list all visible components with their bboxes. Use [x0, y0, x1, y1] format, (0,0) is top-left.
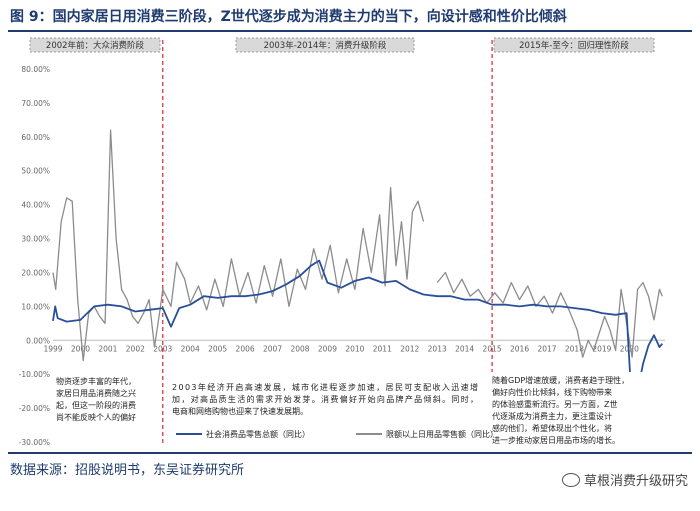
annotation-2-line-3: 电商和网络购物也迎来了快速发展期。	[172, 406, 308, 416]
x-tick-label: 2011	[373, 344, 392, 353]
annotation-3-line-4: 代逐渐成为消费主力，更注重设计	[492, 411, 612, 421]
series-lines	[52, 129, 663, 411]
annotation-3-line-1: 随着GDP增速放缓，消费者趋于理性，	[492, 375, 629, 385]
annotation-1-line-3: 起，但这一阶段的消费	[56, 400, 136, 410]
annotation-1-box	[52, 372, 156, 422]
y-tick-label: 60.00%	[21, 133, 50, 142]
annotation-3-line-2: 偏好向性价比倾斜，线下购物带来	[492, 387, 612, 397]
wechat-icon	[561, 473, 580, 487]
series-line-retail	[52, 259, 663, 411]
stage-box-1	[29, 37, 161, 53]
y-tick-label: -10.00%	[19, 370, 50, 379]
stage-box-2	[235, 37, 415, 53]
annotation-1-line-1: 物资逐步丰富的年代，	[56, 376, 136, 386]
x-tick-label: 2016	[510, 344, 529, 353]
series-line-household	[436, 271, 663, 358]
x-tick-label: 2017	[537, 344, 556, 353]
y-tick-label: 50.00%	[21, 167, 50, 176]
annotation-3-line-5: 感的他们，希望体现出个性化，将	[492, 423, 612, 433]
x-tick-label: 2014	[455, 344, 474, 353]
x-tick-label: 2000	[71, 344, 90, 353]
stage-label-2: 2003年-2014年：消费升级阶段	[264, 40, 387, 51]
annotation-3-box	[490, 372, 650, 446]
annotation-3-line-6: 进一步推动家居日用品市场的增长。	[492, 435, 620, 445]
x-tick-label: 2006	[236, 344, 255, 353]
watermark: 草根消费升级研究	[561, 470, 688, 489]
x-tick-label: 2002	[126, 344, 145, 353]
annotation-1-line-2: 家居日用品消费随之兴	[56, 388, 136, 398]
annotation-1-line-4: 尚不能反映个人的偏好	[56, 412, 136, 422]
legend-label-household: 限额以上日用品零售额（同比）	[386, 429, 498, 439]
annotation-3-line-3: 的体验感重新流行。另一方面，Z世	[492, 399, 617, 409]
x-tick-label: 2009	[318, 344, 337, 353]
x-tick-label: 2010	[345, 344, 364, 353]
annotation-stage-1: 物资逐步丰富的年代， 家居日用品消费随之兴 起，但这一阶段的消费 尚不能反映个人…	[52, 372, 156, 422]
legend-label-retail: 社会消费品零售总额（同比）	[206, 429, 310, 439]
x-tick-label: 2008	[290, 344, 309, 353]
y-tick-label: 20.00%	[21, 268, 50, 277]
x-tick-label: 2018	[565, 344, 584, 353]
annotation-2-line-2: 加，对高品质生活的需求开始发芽。消费偏好开始向品牌产品倾斜。同时，	[172, 394, 478, 404]
stage-label-1: 2002年前：大众消费阶段	[46, 40, 145, 51]
y-tick-label: 70.00%	[21, 99, 50, 108]
y-tick-label: 80.00%	[21, 65, 50, 74]
footer-divider	[8, 452, 692, 454]
y-tick-label: -20.00%	[19, 404, 50, 413]
annotation-2-box	[170, 378, 480, 418]
stage-label-3: 2015年-至今：回归理性阶段	[519, 40, 629, 51]
annotation-stage-3: 随着GDP增速放缓，消费者趋于理性， 偏好向性价比倾斜，线下购物带来 的体验感重…	[490, 372, 650, 446]
watermark-text: 草根消费升级研究	[583, 474, 688, 489]
y-tick-label: 40.00%	[21, 201, 50, 210]
annotation-stage-2: 2003年经济开启高速发展，城市化进程逐步加速，居民可支配收入迅速增 加，对高品…	[170, 378, 480, 418]
y-tick-label: 0.00%	[26, 336, 50, 345]
series-line-household	[52, 129, 425, 362]
x-tick-label: 2012	[400, 344, 419, 353]
y-tick-label: 10.00%	[21, 302, 50, 311]
x-axis: 1999200020012002200320042005200620072008…	[43, 344, 639, 353]
x-tick-label: 2007	[263, 344, 282, 353]
x-tick-label: 2019	[592, 344, 611, 353]
x-tick-label: 2001	[98, 344, 117, 353]
figure-title: 图 9：国内家居日用消费三阶段，Z世代逐步成为消费主力的当下，向设计感和性价比倾…	[10, 9, 567, 25]
x-tick-label: 2005	[208, 344, 227, 353]
y-tick-label: 30.00%	[21, 235, 50, 244]
x-tick-label: 2013	[428, 344, 447, 353]
annotation-2-line-1: 2003年经济开启高速发展，城市化进程逐步加速，居民可支配收入迅速增	[172, 382, 478, 392]
data-source: 数据来源：招股说明书，东吴证券研究所	[10, 463, 245, 478]
x-tick-label: 1999	[43, 344, 62, 353]
stage-box-3	[493, 37, 655, 53]
stage-headers: 2002年前：大众消费阶段 2003年-2014年：消费升级阶段 2015年-至…	[29, 37, 655, 53]
y-tick-label: -30.00%	[19, 438, 50, 447]
x-tick-label: 2004	[181, 344, 200, 353]
legend: 社会消费品零售总额（同比） 限额以上日用品零售额（同比）	[176, 429, 498, 439]
title-divider	[8, 30, 692, 32]
